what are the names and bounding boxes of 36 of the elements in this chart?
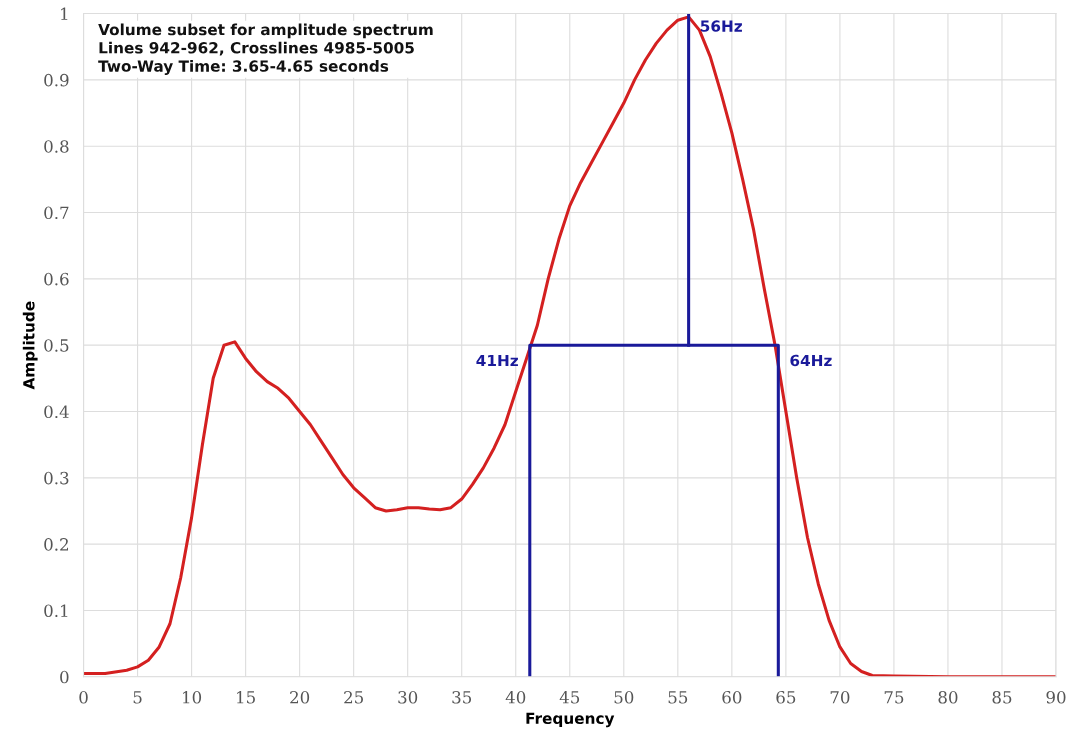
x-tick-label: 40 [505, 690, 526, 704]
annotation: Volume subset for amplitude spectrum Lines 942-962, Crosslines 4985-5005 Two-Way Time: 3.65-4.65 seconds [98, 23, 433, 75]
x-tick-label: 5 [133, 691, 142, 704]
x-tick-label: 80 [938, 690, 958, 704]
y-tick-label: 0.9 [44, 73, 69, 87]
x-tick-label: 25 [344, 690, 363, 704]
y-tick-label: 0.1 [44, 604, 68, 618]
x-tick-label: 20 [290, 690, 310, 704]
y-axis-title: Amplitude [22, 301, 38, 390]
x-tick-label: 60 [722, 690, 742, 704]
x-tick-label: 15 [237, 690, 255, 704]
x-tick-label: 50 [614, 690, 634, 704]
annotation: 56Hz [700, 20, 742, 32]
y-tick-label: 0 [60, 670, 69, 684]
y-tick-label: 0.5 [44, 339, 69, 352]
x-tick-label: 10 [183, 690, 202, 704]
y-tick-label: 0.2 [44, 538, 69, 551]
y-tick-label: 0.6 [44, 272, 69, 286]
x-tick-label: 70 [830, 690, 850, 704]
x-tick-label: 0 [79, 690, 88, 704]
x-tick-label: 75 [884, 691, 904, 704]
y-tick-label: 0.8 [44, 140, 69, 153]
y-tick-label: 0.3 [44, 471, 69, 485]
x-tick-label: 30 [398, 690, 418, 704]
x-tick-label: 55 [668, 691, 688, 704]
y-tick-label: 1 [61, 7, 68, 20]
annotation: 41Hz [476, 354, 518, 367]
x-tick-label: 65 [776, 690, 796, 704]
x-axis-title: Frequency [526, 712, 615, 728]
x-tick-label: 85 [992, 690, 1012, 704]
y-tick-label: 0.4 [44, 405, 69, 419]
x-tick-label: 45 [559, 690, 580, 704]
annotation: 64Hz [790, 354, 832, 367]
x-tick-label: 35 [452, 690, 472, 704]
x-tick-label: 90 [1046, 690, 1066, 704]
y-tick-label: 0.7 [44, 206, 69, 220]
